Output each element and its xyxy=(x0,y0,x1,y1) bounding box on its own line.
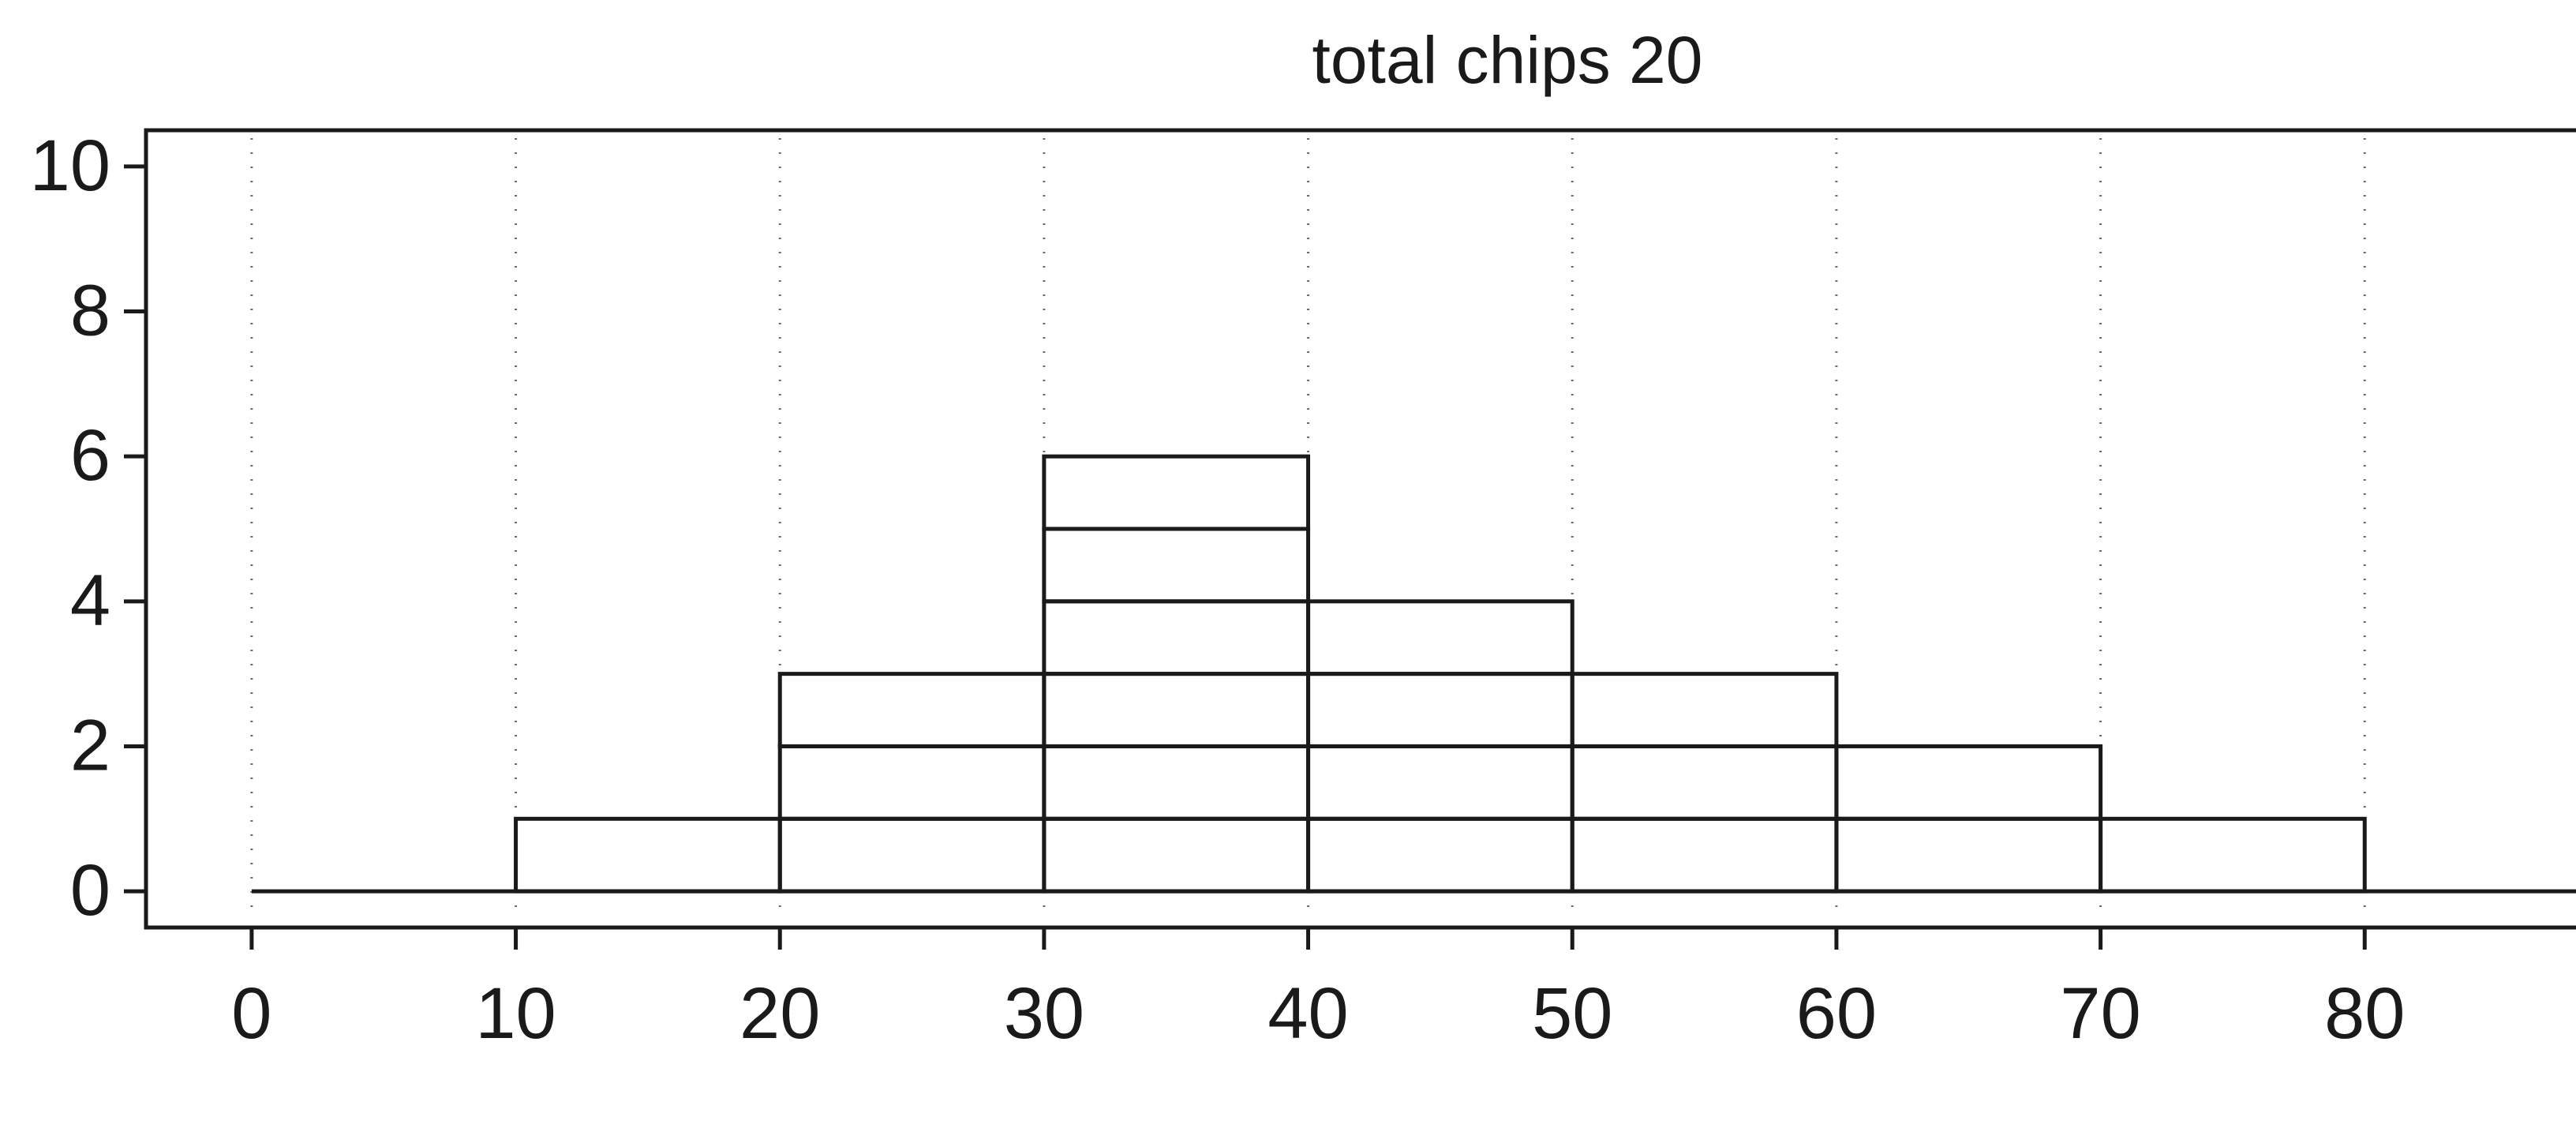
y-tick-label-10: 10 xyxy=(30,126,110,206)
x-tick-label-10: 10 xyxy=(475,973,556,1054)
bar-70-80 xyxy=(2099,816,2367,894)
x-tick-label-70: 70 xyxy=(2060,973,2140,1054)
chart-title: total chips 20 xyxy=(1312,23,1703,97)
x-tick-label-30: 30 xyxy=(1004,973,1084,1054)
plot-frame xyxy=(144,128,2576,930)
bar-unit-40-4 xyxy=(1306,599,1574,676)
x-axis: 0 10 20 30 40 50 60 70 80 xyxy=(231,928,2405,1054)
bar-30-40 xyxy=(1042,454,1311,894)
bar-unit-50-3 xyxy=(1570,672,1839,748)
x-tick-label-20: 20 xyxy=(739,973,820,1054)
bars xyxy=(251,454,2576,894)
x-tick-label-0: 0 xyxy=(231,973,271,1054)
x-tick-label-60: 60 xyxy=(1796,973,1877,1054)
x-tick-label-80: 80 xyxy=(2324,973,2405,1054)
y-tick-label-0: 0 xyxy=(70,850,110,931)
y-axis: 0 2 4 6 8 10 xyxy=(30,126,146,931)
y-tick-label-4: 4 xyxy=(70,560,110,641)
bar-40-50 xyxy=(1306,599,1574,894)
y-tick-label-6: 6 xyxy=(70,415,110,496)
y-tick-label-8: 8 xyxy=(70,271,110,351)
y-tick-label-2: 2 xyxy=(70,705,110,785)
x-tick-label-40: 40 xyxy=(1267,973,1348,1054)
bar-unit-30-6 xyxy=(1042,454,1311,531)
bar-unit-70-1 xyxy=(2099,816,2367,894)
bar-unit-60-2 xyxy=(1834,744,2103,821)
x-tick-label-50: 50 xyxy=(1532,973,1612,1054)
